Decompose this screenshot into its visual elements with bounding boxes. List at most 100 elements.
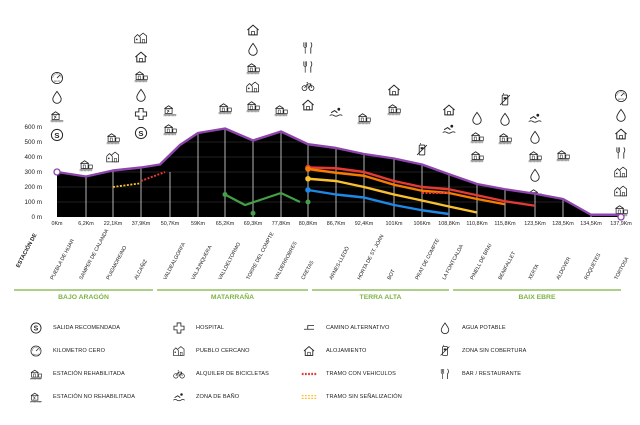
km-label: 108,8Km (438, 221, 460, 227)
alt-path-icon (300, 321, 318, 335)
legend-label: AGUA POTABLE (462, 325, 506, 331)
legend-item: AGUA POTABLE (436, 321, 506, 335)
km-label: 115,8Km (494, 221, 516, 227)
station-name: TORTOSA (613, 256, 630, 281)
legend-label: TRAMO CON VEHICULOS (326, 371, 396, 377)
station-labels: 0Km 6,2Km 22,1Km 37,9Km 50,7Km 59Km 65,2Km 69,3… (14, 221, 633, 281)
station-name: PUEBLA DE HIJAR (49, 238, 76, 281)
swim-icon (528, 113, 542, 123)
km-label: 110,8Km (466, 221, 488, 227)
bicycle-icon (170, 367, 188, 381)
town-icon (614, 185, 627, 197)
vehicle-segment (140, 171, 166, 182)
station-icon (556, 150, 570, 162)
no-signal-icon (499, 93, 511, 106)
station-name: BOT (386, 268, 397, 281)
km-label: 50,7Km (161, 221, 180, 227)
house-icon (246, 24, 260, 36)
km-label: 0Km (51, 221, 63, 227)
station-name: ROQUETES (583, 252, 602, 281)
y-tick-label: 100 m (24, 199, 42, 206)
legend-label: SALIDA RECOMENDADA (53, 325, 121, 331)
station-name: PRAT DE COMPTE (414, 237, 441, 281)
legend-label: PUEBLO CERCANO (196, 348, 250, 354)
km-label: 6,2Km (78, 221, 94, 227)
alt-path-blue-start-dot (305, 187, 311, 193)
water-drop-icon (530, 168, 540, 182)
station-name: BENIFALLET (497, 250, 517, 281)
station-icon (218, 103, 232, 115)
station-name: ALDOVER (555, 256, 572, 281)
km-zero-icon (614, 89, 628, 103)
station-name: VALJUNQUERA (190, 244, 213, 281)
legend-label: HOSPITAL (196, 325, 225, 331)
station-icon (246, 63, 260, 75)
km-label: 101Km (385, 221, 403, 227)
hospital-icon (134, 107, 148, 121)
hospital-icon (170, 321, 188, 335)
station-ruin-icon (163, 105, 177, 117)
house-icon (301, 99, 315, 111)
legend-label: TRAMO SIN SEÑALIZACIÓN (326, 394, 402, 400)
swim-icon (170, 390, 188, 404)
elevation-chart: S km 0 (14, 24, 633, 300)
km-label: 128,5Km (552, 221, 574, 227)
station-name: ALCAÑIZ (133, 258, 149, 281)
unmarked-segment (112, 182, 142, 188)
legend-item: PUEBLO CERCANO (170, 344, 250, 358)
km-zero-icon (27, 344, 45, 358)
legend-item: ZONA SIN COBERTURA (436, 344, 526, 358)
water-drop-icon (52, 90, 62, 104)
bar-icon (303, 60, 313, 74)
salida-icon (27, 321, 45, 335)
station-name: VALLDELTORMO (217, 242, 242, 281)
water-drop-icon (136, 88, 146, 102)
km-label: 59Km (191, 221, 206, 227)
km-label: 65,2Km (216, 221, 235, 227)
salida-icon (134, 126, 148, 140)
alt-path-yellow (307, 177, 478, 214)
km-label: 106Km (413, 221, 431, 227)
house-icon (134, 51, 148, 63)
station-icon (498, 133, 512, 145)
water-drop-icon (472, 111, 482, 125)
swim-icon (442, 124, 456, 134)
station-name: CRETAS (300, 259, 315, 281)
swim-icon (329, 107, 343, 117)
town-icon (134, 32, 147, 44)
start-point (53, 168, 61, 176)
water-drop-icon (500, 112, 510, 126)
legend-item: ALOJAMIENTO (300, 344, 366, 358)
legend-label: KILOMETRO CERO (53, 348, 106, 354)
legend-label: ESTACIÓN REHABILITADA (53, 371, 125, 377)
y-tick-label: 600 m (24, 124, 42, 131)
legend-item: HOSPITAL (170, 321, 224, 335)
station-name: LA FONTCALDA (441, 243, 465, 281)
km-label: 137,9Km (610, 221, 632, 227)
house-icon (614, 128, 628, 140)
station-name: HORTA DE ST. JOAN (356, 234, 385, 281)
legend-item: ALQUILER DE BICICLETAS (170, 367, 269, 381)
alt-path-red (307, 166, 536, 207)
station-ruin-icon (27, 390, 45, 404)
station-icon (27, 367, 45, 381)
green-dot (250, 210, 256, 216)
profile-line (56, 127, 621, 216)
km-label: 86,7Km (327, 221, 346, 227)
station-name: VALDEALGORFA (162, 241, 187, 281)
station-name: TORRE DEL COMPTE (245, 231, 275, 281)
vehicle-icon (300, 367, 318, 381)
axis-caption: ESTACIÓN DE (14, 232, 39, 269)
salida-icon (50, 128, 64, 142)
legend-label: CAMINO ALTERNATIVO (326, 325, 390, 331)
legend-label: ALQUILER DE BICICLETAS (196, 371, 269, 377)
km-label: 134,5Km (580, 221, 602, 227)
station-icon (470, 132, 484, 144)
legend-item: CAMINO ALTERNATIVO (300, 321, 389, 335)
elevation-profile (53, 127, 625, 221)
km-label: 80,8Km (299, 221, 318, 227)
alt-path-blue (307, 188, 450, 216)
km-label: 37,9Km (132, 221, 151, 227)
km-label: 77,8Km (272, 221, 291, 227)
